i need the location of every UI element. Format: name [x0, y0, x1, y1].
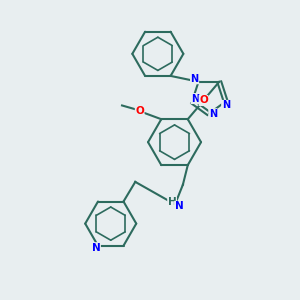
Text: N: N: [209, 109, 217, 119]
Text: O: O: [199, 95, 208, 106]
Text: H: H: [168, 197, 176, 207]
Text: O: O: [135, 106, 144, 116]
Text: N: N: [92, 243, 100, 253]
Text: N: N: [175, 201, 183, 211]
Text: N: N: [190, 74, 199, 84]
Text: N: N: [222, 100, 230, 110]
Text: N: N: [191, 94, 199, 103]
